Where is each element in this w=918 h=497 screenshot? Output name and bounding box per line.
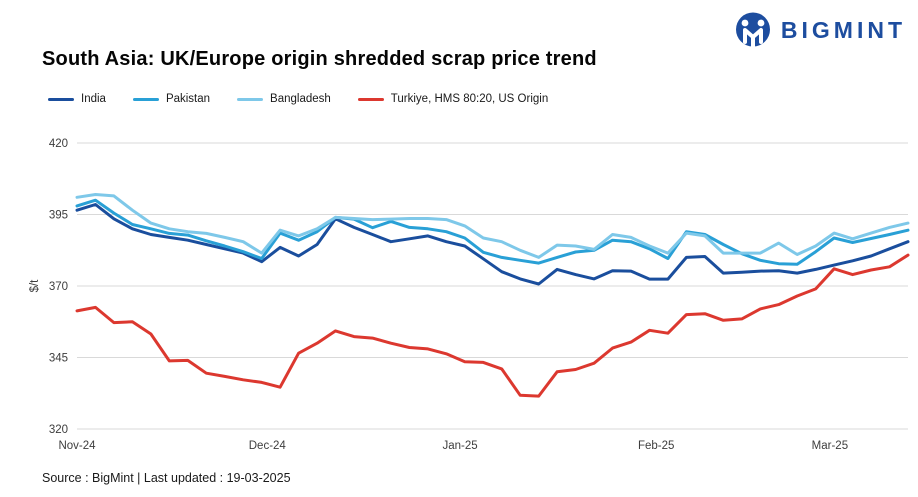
legend-item-pakistan: Pakistan [132,93,211,105]
legend-label-turkiye: Turkiye, HMS 80:20, US Origin [390,93,549,105]
source-note: Source : BigMint | Last updated : 19-03-… [42,471,291,485]
legend-swatch-india [48,97,74,101]
legend-swatch-bangladesh [237,97,264,101]
x-tick-label: Dec-24 [249,440,287,452]
x-tick-label: Mar-25 [812,440,848,452]
legend-label-bangladesh: Bangladesh [270,93,331,105]
legend-label-pakistan: Pakistan [165,93,211,105]
chart-title: South Asia: UK/Europe origin shredded sc… [42,48,597,70]
bigmint-logo-text: BIGMINT [780,16,906,43]
y-tick-label: 345 [49,353,68,365]
x-tick-label: Jan-25 [443,440,478,452]
y-tick-label: 370 [49,281,68,293]
legend-swatch-turkiye [357,97,384,101]
y-tick-label: 395 [49,210,68,222]
bigmint-logo-icon [735,12,770,49]
x-tick-label: Nov-24 [58,440,96,452]
y-tick-label: 420 [49,138,68,150]
chart-legend: India Pakistan Bangladesh Turkiye, HMS 8… [48,93,548,105]
series-line-turkiye-hms-80-20-us-origin [75,253,910,398]
legend-item-bangladesh: Bangladesh [237,93,331,105]
x-tick-label: Feb-25 [638,440,674,452]
legend-label-india: India [81,93,106,105]
y-axis-title: $/t [29,279,41,293]
series-line-bangladesh [75,193,910,259]
legend-item-turkiye: Turkiye, HMS 80:20, US Origin [357,93,549,105]
legend-swatch-pakistan [132,97,159,101]
series-line-india [75,203,910,286]
legend-item-india: India [48,93,106,105]
series-line-pakistan [75,198,910,266]
y-tick-label: 320 [49,424,68,436]
bigmint-logo: BIGMINT [734,11,906,49]
